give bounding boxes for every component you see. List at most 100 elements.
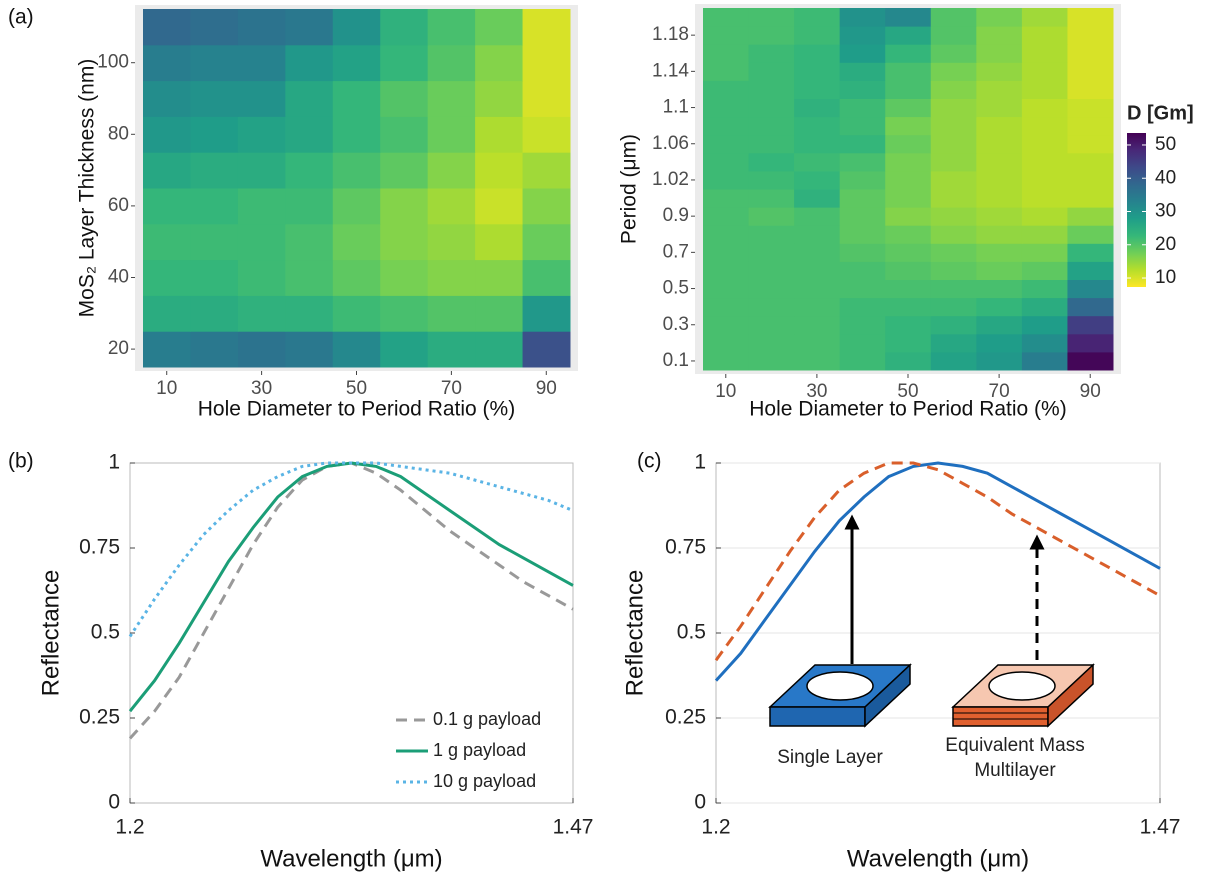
heatmap-cell bbox=[1021, 315, 1068, 335]
y-tick-label: 0.25 bbox=[665, 706, 706, 729]
heatmap-cell bbox=[332, 116, 381, 153]
heatmap-cell bbox=[794, 333, 841, 353]
heatmap-cell bbox=[475, 152, 524, 189]
heatmap-cell bbox=[427, 223, 476, 261]
heatmap-cell bbox=[427, 295, 476, 332]
legend-label: 10 g payload bbox=[433, 771, 536, 791]
heatmap-cell bbox=[839, 333, 886, 353]
heatmap-cell bbox=[237, 152, 286, 189]
heatmap-cell bbox=[885, 152, 932, 172]
heatmap-cell bbox=[285, 188, 334, 225]
heatmap-cell bbox=[976, 333, 1023, 353]
heatmap-cell bbox=[839, 243, 886, 262]
heatmap-cell bbox=[748, 243, 795, 262]
heatmap-cell bbox=[1021, 170, 1068, 190]
heatmap-cell bbox=[885, 8, 932, 27]
heatmap-cell bbox=[976, 62, 1023, 81]
heatmap-cell bbox=[190, 152, 239, 189]
x-tick-label: 30 bbox=[806, 381, 827, 402]
heatmap-cell bbox=[885, 333, 932, 353]
heatmap-cell bbox=[794, 80, 841, 99]
panel-label: (b) bbox=[8, 450, 34, 473]
heatmap-cell bbox=[190, 44, 239, 82]
heatmap-cell bbox=[1067, 44, 1114, 63]
heatmap-cell bbox=[976, 134, 1023, 154]
heatmap-cell bbox=[930, 279, 977, 299]
heatmap-cell bbox=[748, 225, 795, 244]
colorbar-tick-label: 10 bbox=[1155, 267, 1176, 288]
y-axis-title: Reflectance bbox=[37, 570, 64, 697]
heatmap-cell bbox=[976, 315, 1023, 335]
heatmap-cell bbox=[748, 315, 795, 335]
heatmap-cell bbox=[427, 259, 476, 296]
heatmap-cell bbox=[885, 170, 932, 190]
heatmap-cell bbox=[703, 189, 750, 208]
annotation: Multilayer bbox=[974, 760, 1056, 781]
heatmap-cell bbox=[380, 80, 429, 117]
heatmap-cell bbox=[748, 98, 795, 118]
heatmap-cell bbox=[839, 26, 886, 45]
heatmap-cell bbox=[1021, 189, 1068, 208]
colorbar-tick-label: 40 bbox=[1155, 167, 1176, 188]
line-series bbox=[128, 461, 574, 638]
y-tick-label: 0.75 bbox=[665, 536, 706, 559]
x-tick-label: 1.47 bbox=[1140, 816, 1181, 839]
y-tick-label: 1.1 bbox=[663, 97, 689, 118]
heatmap-cell bbox=[475, 188, 524, 225]
heatmap-cell bbox=[1021, 333, 1068, 353]
heatmap-cell bbox=[794, 261, 841, 280]
heatmap-cell bbox=[475, 44, 524, 82]
heatmap-cell bbox=[1067, 243, 1114, 262]
heatmap-cell bbox=[794, 116, 841, 136]
heatmap-cell bbox=[522, 259, 571, 296]
heatmap-cell bbox=[839, 98, 886, 118]
heatmap-cell bbox=[794, 26, 841, 45]
heatmap-cell bbox=[976, 351, 1023, 371]
heatmap-cell bbox=[976, 8, 1023, 27]
heatmap-cell bbox=[285, 44, 334, 82]
heatmap-cell bbox=[703, 207, 750, 226]
heatmap-cell bbox=[1067, 116, 1114, 136]
heatmap-cell bbox=[703, 279, 750, 299]
heatmap-cell bbox=[885, 26, 932, 45]
heatmap-cell bbox=[1021, 98, 1068, 118]
heatmap-cell bbox=[885, 261, 932, 280]
heatmap-cell bbox=[930, 333, 977, 353]
heatmap-cell bbox=[143, 152, 191, 189]
y-tick-label: 0.75 bbox=[79, 536, 120, 559]
heatmap-cell bbox=[976, 80, 1023, 99]
heatmap-cell bbox=[748, 116, 795, 136]
y-tick-label: 0.7 bbox=[663, 241, 689, 262]
x-tick-label: 90 bbox=[536, 378, 557, 399]
heatmap-cell bbox=[930, 261, 977, 280]
heatmap-cell bbox=[703, 8, 750, 27]
heatmap-cell bbox=[748, 26, 795, 45]
heatmap-cell bbox=[380, 116, 429, 153]
heatmap-cell bbox=[794, 44, 841, 63]
heatmap-cell bbox=[794, 134, 841, 154]
colorbar bbox=[1127, 133, 1146, 287]
heatmap-cell bbox=[748, 62, 795, 81]
heatmap-cell bbox=[380, 152, 429, 189]
heatmap-cell bbox=[380, 44, 429, 82]
heatmap-cell bbox=[237, 331, 286, 368]
y-tick-label: 1.14 bbox=[652, 60, 689, 81]
legend-label: 1 g payload bbox=[433, 740, 526, 760]
heatmap-cell bbox=[380, 223, 429, 261]
heatmap-cell bbox=[703, 243, 750, 262]
heatmap-cell bbox=[522, 116, 571, 153]
y-tick-label: 0 bbox=[108, 791, 120, 814]
heatmap-cell bbox=[703, 98, 750, 118]
heatmap-cell bbox=[1067, 333, 1114, 353]
heatmap-cell bbox=[703, 333, 750, 353]
heatmap-cell bbox=[143, 259, 191, 296]
heatmap-cell bbox=[976, 261, 1023, 280]
y-tick-label: 1.06 bbox=[652, 133, 689, 154]
heatmap-cell bbox=[839, 116, 886, 136]
heatmap-cell bbox=[703, 170, 750, 190]
annotation: Single Layer bbox=[777, 747, 883, 768]
x-tick-label: 50 bbox=[897, 381, 918, 402]
heatmap-cell bbox=[1021, 62, 1068, 81]
heatmap-cell bbox=[703, 134, 750, 154]
heatmap-cell bbox=[1067, 315, 1114, 335]
